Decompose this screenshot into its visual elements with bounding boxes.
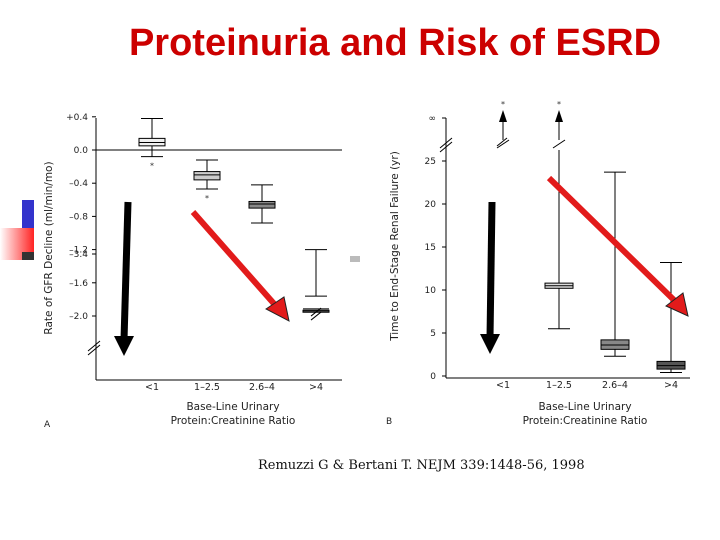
panel-a-xlabel-line2: Protein:Creatinine Ratio <box>171 415 296 427</box>
panel-b-chart: Time to End-Stage Renal Failure (yr) Bas… <box>386 100 690 427</box>
panel-b-axis-break-2 <box>439 137 453 149</box>
panel-a-xtick-label: 1–2.5 <box>194 382 220 393</box>
panel-a-axis-break-2 <box>87 340 101 352</box>
panel-b-xtick-label: >4 <box>664 380 678 391</box>
panel-a-ytick-label: –0.4 <box>69 179 88 189</box>
panel-b-whisker-break <box>496 137 508 147</box>
panel-b-whisker-break <box>552 139 566 149</box>
panel-b-xlabel-line2: Protein:Creatinine Ratio <box>523 415 648 427</box>
panel-b-infinity-arrowhead <box>555 110 563 122</box>
panel-b-ytick-label: 15 <box>425 243 436 253</box>
panel-b-ylabel: Time to End-Stage Renal Failure (yr) <box>389 151 401 342</box>
panel-a-xlabel-line1: Base-Line Urinary <box>186 401 279 413</box>
panel-b-xtick-label: 1–2.5 <box>546 380 572 391</box>
panel-b-whisker-break <box>496 139 510 149</box>
panel-a-box <box>248 200 276 209</box>
panel-a-ytick-label: –2.0 <box>69 312 88 322</box>
panel-a-whisker-break <box>310 307 322 317</box>
black-arrow-a <box>114 201 134 356</box>
panel-a-ytick-label: –0.8 <box>69 212 88 222</box>
panel-a-significance-star: * <box>205 194 209 203</box>
panel-a-chart: Rate of GFR Decline (ml/min/mo) Base-Lin… <box>43 113 342 430</box>
panel-a-box <box>193 171 221 181</box>
decorative-blue-bar <box>22 200 34 236</box>
panel-b-ytick-label: 25 <box>425 157 436 167</box>
panel-b-significance-star: * <box>501 100 505 109</box>
panel-a-xtick-label: 2.6–4 <box>249 382 275 393</box>
panel-a-xtick-label: <1 <box>145 382 159 393</box>
panel-b-infinity-arrowhead <box>499 110 507 122</box>
panel-a-label: A <box>44 420 51 430</box>
panel-b-ytick-label: 10 <box>425 286 437 296</box>
panel-a-ytick-label: –1.6 <box>69 279 88 289</box>
black-arrow-b <box>480 201 500 354</box>
panel-a-xtick-label: >4 <box>309 382 323 393</box>
panel-a-significance-star: * <box>150 162 154 171</box>
panel-b-xtick-label: <1 <box>496 380 510 391</box>
red-arrow-a <box>190 210 290 322</box>
panel-b-ytick-label: 20 <box>425 200 437 210</box>
panel-b-axis-break-1 <box>439 141 453 153</box>
panel-a-ytick-label: –1.2 <box>69 246 88 256</box>
panel-b-xlabel-line1: Base-Line Urinary <box>538 401 631 413</box>
panel-a-ytick-label: 0.0 <box>74 146 89 156</box>
panel-a-whisker-break <box>310 311 322 321</box>
panel-b-ytick-label: ∞ <box>429 114 437 124</box>
citation: Remuzzi G & Bertani T. NEJM 339:1448-56,… <box>258 458 585 473</box>
decorative-dark-block <box>22 252 34 260</box>
panel-b-ytick-label: 0 <box>430 372 436 382</box>
panel-a-ytick-label: +0.4 <box>66 113 88 123</box>
panel-a-ytick-label: –3.4 <box>69 250 88 260</box>
panel-a-ylabel: Rate of GFR Decline (ml/min/mo) <box>43 161 55 334</box>
panel-b-ytick-label: 5 <box>430 329 436 339</box>
panel-b-xtick-label: 2.6–4 <box>602 380 628 391</box>
panel-a-axis-break-1 <box>87 344 101 356</box>
red-arrow-b <box>546 175 689 317</box>
decorative-gray-dash <box>350 256 360 262</box>
panel-b-significance-star: * <box>557 100 561 109</box>
panel-b-label: B <box>386 417 392 427</box>
slide-title: Proteinuria and Risk of ESRD <box>128 22 662 64</box>
annotation-arrows <box>114 175 689 356</box>
